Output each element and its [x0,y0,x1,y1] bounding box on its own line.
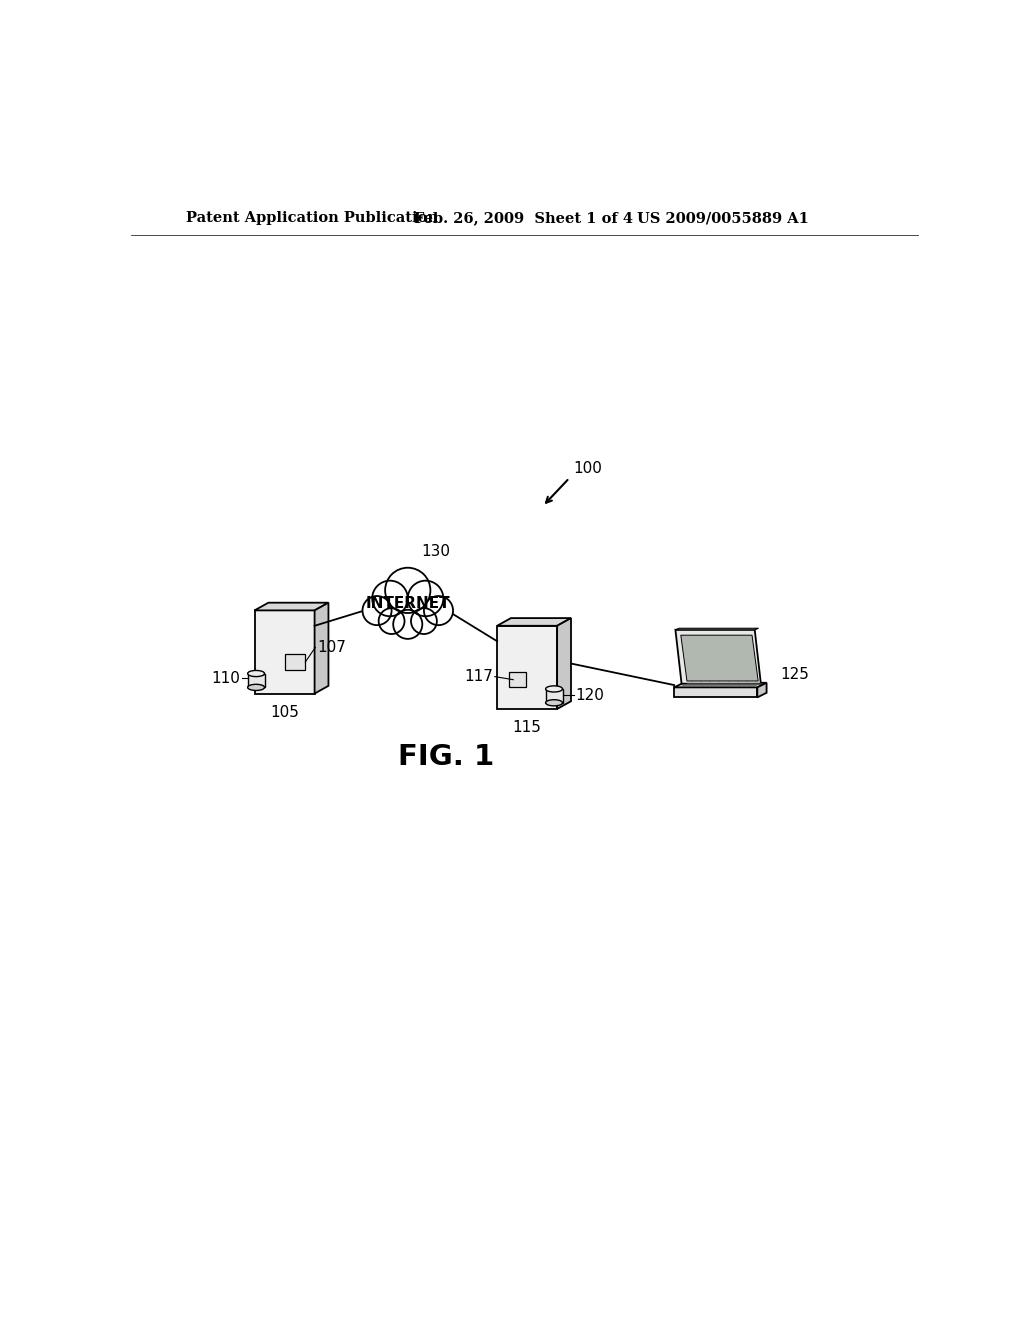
Text: 115: 115 [513,721,542,735]
Polygon shape [546,689,562,702]
Circle shape [411,609,437,634]
Polygon shape [248,673,264,688]
Polygon shape [497,618,571,626]
Text: 105: 105 [270,705,299,721]
Polygon shape [758,682,767,697]
Text: Feb. 26, 2009  Sheet 1 of 4: Feb. 26, 2009 Sheet 1 of 4 [414,211,633,226]
Text: Patent Application Publication: Patent Application Publication [186,211,438,226]
Circle shape [424,597,453,626]
Circle shape [408,581,443,616]
Circle shape [362,597,391,626]
Polygon shape [676,630,761,684]
Ellipse shape [248,671,264,677]
Text: 117: 117 [464,669,494,684]
Circle shape [372,581,408,616]
Ellipse shape [546,686,562,692]
Polygon shape [674,688,758,697]
Text: 130: 130 [422,544,451,558]
Polygon shape [255,610,314,693]
Circle shape [379,609,404,634]
Polygon shape [674,682,767,688]
Text: 125: 125 [780,667,809,682]
Polygon shape [377,582,438,622]
Polygon shape [314,603,329,693]
Text: 120: 120 [575,688,604,702]
Circle shape [385,568,430,612]
Polygon shape [676,628,759,630]
Polygon shape [255,603,329,610]
Polygon shape [509,672,526,688]
Text: 110: 110 [212,671,241,685]
Text: INTERNET: INTERNET [366,595,451,611]
Text: 107: 107 [316,640,346,655]
Polygon shape [497,626,557,709]
Ellipse shape [248,684,264,690]
Text: US 2009/0055889 A1: US 2009/0055889 A1 [637,211,809,226]
Ellipse shape [546,700,562,706]
Polygon shape [286,653,305,671]
Polygon shape [681,635,758,681]
Circle shape [393,610,422,639]
Text: FIG. 1: FIG. 1 [398,743,495,771]
Text: 100: 100 [573,461,602,477]
Polygon shape [557,618,571,709]
